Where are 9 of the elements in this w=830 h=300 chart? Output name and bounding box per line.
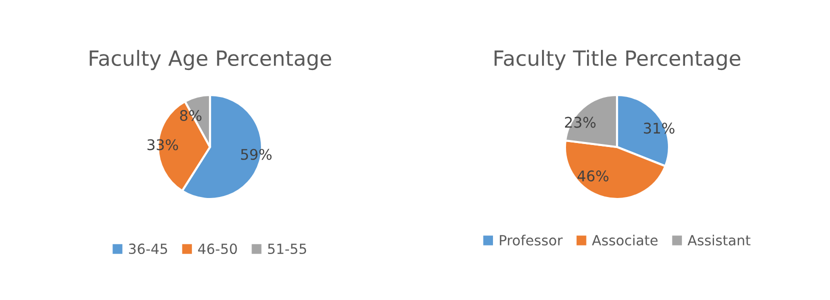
chart-title: Faculty Title Percentage (494, 50, 740, 70)
legend-label: 46-50 (198, 244, 237, 254)
legend-label: Associate (592, 234, 658, 246)
legend-label: Professor (500, 234, 563, 246)
legend-label: 36-45 (128, 244, 168, 254)
legend-label: Assistant (688, 234, 750, 246)
data-label: 46% (578, 170, 608, 182)
chart-title: Faculty Age Percentage (90, 50, 332, 70)
legend-label: 51-55 (268, 244, 306, 254)
